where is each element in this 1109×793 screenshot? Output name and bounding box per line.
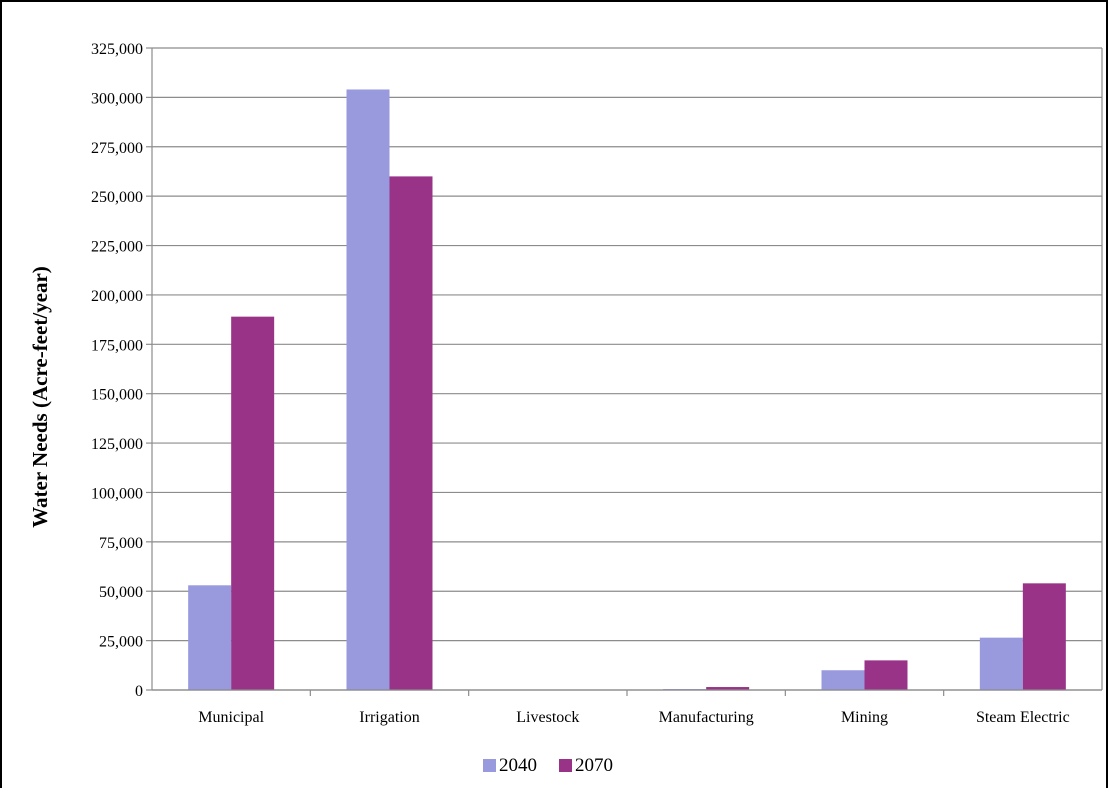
bar-2070-municipal: [231, 316, 275, 690]
x-tick-labels: Municipal Irrigation Livestock Manufacturin…: [198, 709, 1069, 726]
x-tick-label: Irrigation: [359, 709, 419, 726]
y-tick-label: 75,000: [99, 535, 143, 552]
bar-2040-municipal: [188, 585, 232, 690]
axes: [146, 47, 1103, 696]
bar-2070-steam-electric: [1022, 583, 1066, 690]
y-tick-label: 100,000: [91, 485, 143, 502]
y-tick-labels: 0 25,000 50,000 75,000 100,000 125,000 150,000…: [91, 41, 143, 700]
legend-swatch: [483, 759, 496, 772]
y-tick-label: 175,000: [91, 337, 143, 354]
legend-label: 2070: [575, 755, 613, 776]
y-axis-label: Water Needs (Acre-feet/year): [28, 266, 52, 528]
y-tick-label: 125,000: [91, 436, 143, 453]
x-tick-label: Municipal: [198, 709, 264, 726]
x-tick-label: Livestock: [516, 709, 579, 726]
bar-2070-manufacturing: [706, 687, 750, 690]
legend: 2040 2070: [483, 755, 613, 776]
bar-2040-irrigation: [346, 89, 390, 690]
y-tick-label: 325,000: [91, 41, 143, 58]
bar-2070-mining: [864, 660, 908, 690]
legend-swatch: [559, 759, 572, 772]
y-tick-label: 50,000: [99, 584, 143, 601]
y-tick-label: 225,000: [91, 239, 143, 256]
y-tick-label: 250,000: [91, 189, 143, 206]
y-tick-label: 275,000: [91, 140, 143, 157]
y-tick-label: 0: [135, 683, 143, 700]
gridlines: [152, 47, 1102, 691]
y-tick-label: 200,000: [91, 288, 143, 305]
y-tick-label: 300,000: [91, 90, 143, 107]
bars: [188, 89, 1066, 690]
bar-2040-steam-electric: [979, 637, 1023, 690]
bar-2070-irrigation: [389, 176, 433, 690]
y-tick-label: 150,000: [91, 387, 143, 404]
y-tick-label: 25,000: [99, 634, 143, 651]
bar-2040-mining: [821, 670, 865, 690]
x-tick-label: Manufacturing: [659, 709, 754, 726]
x-tick-label: Mining: [841, 709, 888, 726]
x-tick-label: Steam Electric: [976, 709, 1070, 726]
legend-label: 2040: [499, 755, 537, 776]
